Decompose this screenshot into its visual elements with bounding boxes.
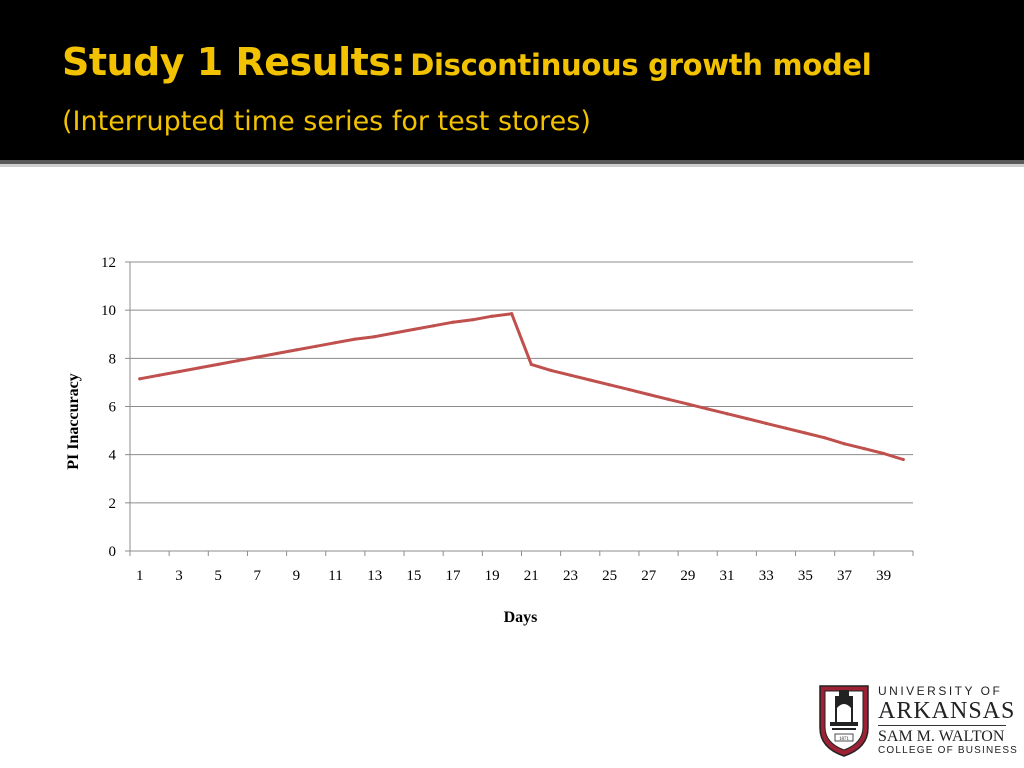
data-point <box>764 421 768 425</box>
data-point <box>353 337 357 341</box>
data-point <box>157 373 161 377</box>
x-tick-label: 23 <box>563 568 578 584</box>
title-divider <box>0 160 1024 164</box>
data-point <box>882 451 886 456</box>
y-tick-label: 6 <box>109 400 117 416</box>
data-point <box>236 359 240 363</box>
data-point <box>803 431 807 435</box>
logo-line-arkansas: ARKANSAS <box>878 698 1016 724</box>
x-axis-title: Days <box>504 609 538 626</box>
data-point <box>314 344 318 348</box>
data-point <box>725 412 729 416</box>
slide-title-main: Study 1 Results: <box>62 40 406 84</box>
data-point <box>862 447 866 451</box>
x-tick-label: 13 <box>367 568 382 584</box>
x-tick-label: 31 <box>720 568 735 584</box>
x-tick-label: 5 <box>214 568 222 584</box>
data-point <box>392 331 396 335</box>
x-tick-label: 19 <box>485 568 500 584</box>
logo-line-college: COLLEGE OF BUSINESS <box>878 745 1019 756</box>
data-point <box>686 402 690 406</box>
data-point <box>216 362 220 366</box>
x-tick-label: 1 <box>136 568 144 584</box>
data-point <box>431 324 436 328</box>
seal-icon: 1871 <box>819 685 869 757</box>
seal-year: 1871 <box>839 737 850 742</box>
data-point <box>568 373 573 377</box>
data-point <box>138 377 142 381</box>
data-point <box>275 351 279 356</box>
logo-line-walton: SAM M. WALTON <box>878 728 1005 745</box>
x-tick-label: 9 <box>293 568 301 584</box>
y-tick-label: 0 <box>109 544 117 560</box>
data-point <box>490 314 494 318</box>
data-point <box>823 436 827 440</box>
x-tick-label: 35 <box>798 568 813 584</box>
title-bar: Study 1 Results: Discontinuous growth mo… <box>0 0 1024 160</box>
x-tick-label: 27 <box>641 568 657 584</box>
data-point <box>412 327 416 332</box>
y-tick-label: 12 <box>101 255 116 271</box>
x-tick-label: 25 <box>602 568 617 584</box>
data-point <box>627 388 631 392</box>
data-point <box>196 366 201 370</box>
series-line <box>138 312 905 461</box>
data-point <box>901 457 905 462</box>
logo-rule <box>878 725 1006 726</box>
title-divider-light <box>0 164 1024 167</box>
x-tick-label: 11 <box>328 568 342 584</box>
data-point <box>373 335 377 339</box>
data-point <box>255 355 259 359</box>
data-point <box>177 369 181 374</box>
data-point <box>607 383 612 387</box>
slide-subtitle: (Interrupted time series for test stores… <box>62 106 591 137</box>
x-tick-label: 21 <box>524 568 539 584</box>
x-tick-label: 37 <box>837 568 853 584</box>
data-point <box>529 362 533 366</box>
data-point <box>333 341 338 345</box>
data-point <box>510 312 514 316</box>
slide-title: Study 1 Results: Discontinuous growth mo… <box>62 40 872 84</box>
y-tick-label: 2 <box>109 496 117 512</box>
y-axis-title: PI Inaccuracy <box>65 373 82 469</box>
data-point <box>705 407 710 411</box>
x-tick-label: 33 <box>759 568 774 584</box>
data-point <box>842 442 847 446</box>
x-tick-label: 29 <box>680 568 695 584</box>
x-tick-label: 39 <box>876 568 891 584</box>
data-point <box>451 320 455 324</box>
data-point <box>294 348 298 352</box>
y-tick-label: 4 <box>109 448 117 464</box>
data-point <box>745 416 749 421</box>
data-point <box>549 368 553 372</box>
y-tick-label: 8 <box>109 351 117 367</box>
x-tick-label: 3 <box>175 568 183 584</box>
logo-text: UNIVERSITY OF ARKANSAS SAM M. WALTON COL… <box>878 684 1018 757</box>
university-logo: 1871 UNIVERSITY OF ARKANSAS SAM M. WALTO… <box>816 678 1018 758</box>
data-point <box>588 378 592 382</box>
logo-line-university: UNIVERSITY OF <box>878 684 1003 698</box>
y-tick-label: 10 <box>101 303 116 319</box>
data-point <box>666 397 670 401</box>
data-point <box>784 426 788 430</box>
x-tick-label: 15 <box>406 568 421 584</box>
data-point <box>647 392 651 397</box>
x-tick-label: 17 <box>445 568 461 584</box>
x-tick-label: 7 <box>253 568 261 584</box>
data-point <box>470 318 475 322</box>
slide-title-sub: Discontinuous growth model <box>410 48 872 82</box>
